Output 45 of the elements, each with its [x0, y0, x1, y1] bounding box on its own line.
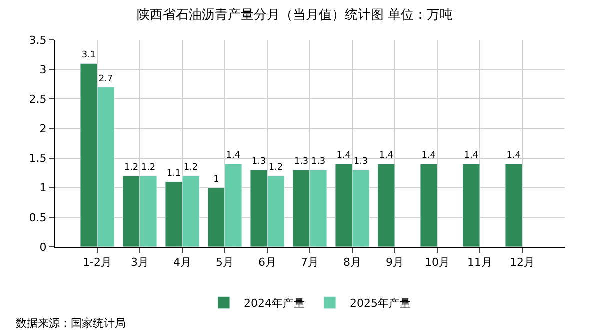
y-tick-label: 1.5	[29, 152, 47, 166]
chart-title: 陕西省石油沥青产量分月（当月值）统计图 单位：万吨	[136, 8, 454, 23]
y-tick-label: 3.5	[29, 34, 47, 47]
data-label: 1.4	[506, 151, 522, 162]
bar	[378, 164, 396, 247]
data-label: 1.4	[464, 151, 479, 162]
y-tick-label: 2	[40, 122, 47, 136]
x-tick-label: 12月	[510, 256, 535, 270]
y-tick-label: 3	[40, 63, 47, 76]
x-tick-label: 5月	[216, 256, 234, 270]
y-tick-label: 0.5	[29, 211, 47, 224]
x-tick-label: 10月	[425, 256, 450, 270]
data-label: 1.4	[336, 151, 352, 162]
data-label: 1	[214, 174, 220, 185]
y-tick-label: 0	[40, 240, 47, 254]
data-label: 1.2	[268, 163, 284, 174]
data-label: 1.1	[166, 168, 182, 179]
data-label: 1.2	[184, 163, 198, 174]
bar	[420, 164, 438, 247]
data-label: 3.1	[82, 50, 96, 61]
bar	[505, 164, 523, 247]
data-label: 1.3	[354, 157, 368, 168]
x-tick-label: 9月	[386, 256, 404, 270]
x-tick-label: 3月	[131, 256, 149, 270]
data-label: 1.3	[294, 157, 309, 168]
data-label: 1.3	[252, 157, 266, 168]
x-tick-label: 6月	[258, 256, 276, 270]
y-tick-label: 2.5	[29, 92, 47, 106]
legend-label: 2025年产量	[350, 297, 411, 310]
data-label: 1.4	[226, 151, 241, 162]
data-label: 1.2	[141, 163, 156, 174]
x-tick-label: 8月	[344, 256, 362, 270]
data-label: 2.7	[98, 74, 114, 84]
data-label: 1.3	[311, 157, 326, 168]
data-label: 1.4	[422, 151, 436, 162]
x-tick-label: 1-2月	[83, 256, 112, 270]
bar	[462, 164, 480, 247]
data-label: 1.4	[379, 151, 394, 162]
x-tick-label: 11月	[468, 256, 492, 270]
x-tick-label: 7月	[301, 256, 319, 270]
data-label: 1.2	[124, 163, 139, 174]
source-note: 数据来源：国家统计局	[16, 317, 126, 330]
x-tick-label: 4月	[174, 256, 192, 270]
legend-label: 2024年产量	[244, 297, 305, 310]
y-tick-label: 1	[40, 182, 47, 195]
